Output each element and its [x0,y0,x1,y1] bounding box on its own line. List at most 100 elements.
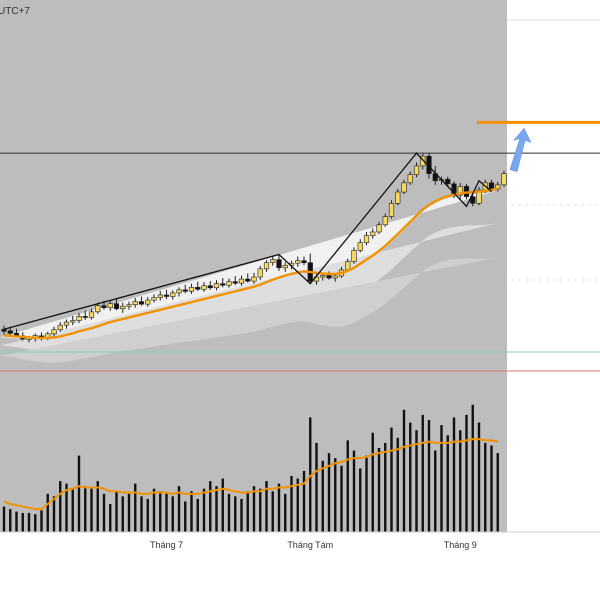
candle-body [457,186,463,196]
x-tick-label: Tháng Tám [287,540,333,550]
volume-bar [434,450,437,532]
candle-body [357,242,363,251]
volume-bar [340,465,343,532]
volume-bar [102,493,106,532]
candle-body [170,292,176,297]
volume-bar [96,481,99,532]
candle [388,200,395,219]
candle [476,186,482,206]
price-ma-line [3,187,499,340]
candle-body [201,285,207,290]
candle-body [370,231,376,236]
volume-bar [384,442,387,532]
candle [401,179,407,195]
volume-bar [259,488,262,532]
candle [295,256,301,267]
candle [382,213,388,227]
volume-bar [440,425,443,532]
volume-layer [2,404,499,532]
candle-body [270,259,276,263]
volume-bar [90,488,93,532]
volume-bar [2,506,6,532]
volume-bar [346,440,349,532]
volume-bar [452,417,456,532]
candle-body [345,261,351,271]
candle-body [113,303,120,310]
candle-body [332,275,338,279]
candle-body [326,275,332,279]
volume-bar [146,498,149,532]
volume-bar [59,481,62,532]
candle-body [263,262,270,270]
candle-body [257,268,263,278]
candle-body [245,278,251,282]
candle-body [76,316,82,321]
candle-body [226,281,232,286]
candle-body [182,289,188,292]
candle-body [51,329,57,335]
candle [188,283,195,294]
volume-bar [252,486,256,532]
candle [163,289,170,300]
volume-bar [52,496,56,532]
volume-bar [127,493,131,532]
candle [232,276,238,286]
volume-bar [296,478,299,532]
candle [51,326,57,337]
candle [445,176,451,186]
volume-bar [427,420,431,532]
candle [70,315,76,326]
volume-bar [377,448,381,532]
candle [145,296,151,307]
volume-bar [84,486,87,532]
candle-body [207,285,213,289]
volume-bar [271,491,274,532]
volume-bar [402,409,406,532]
candle [176,287,182,297]
x-tick-label: Tháng 7 [150,540,183,550]
timezone-label: UTC+7 [0,6,30,17]
candle-body [70,320,76,323]
candle [282,262,288,272]
candle-body [470,196,476,204]
candle [276,255,282,271]
candle [120,302,126,313]
candle [395,188,401,206]
volume-bar [65,483,68,532]
candle-body [107,303,113,309]
candle [238,275,245,286]
volume-bar [71,488,74,532]
candle-body [138,301,145,305]
candle-body [382,216,388,226]
candle [132,298,138,308]
candle-body [351,250,357,262]
candle-body [195,286,201,290]
volume-bar [215,486,218,532]
candle-body [295,260,301,264]
candle-body [395,191,401,204]
fog-band-1 [0,190,498,340]
candle-body [145,299,151,305]
candle-body [320,275,326,278]
volume-bar [121,496,124,532]
volume-bar [321,460,324,532]
volume-bar [465,414,468,532]
volume-ma-line [3,438,498,511]
candle-body [476,189,482,204]
candle-body [157,294,163,298]
candle [201,282,207,292]
candle [270,255,276,266]
candle [407,171,413,185]
volume-bar [471,404,474,532]
volume-bar [77,455,81,532]
candle [370,228,376,239]
volume-bar [221,478,224,532]
volume-bar [421,414,424,532]
volume-bar [352,450,356,532]
candle [113,299,120,311]
candle [413,162,420,178]
candle [220,278,226,288]
candle [182,284,188,294]
